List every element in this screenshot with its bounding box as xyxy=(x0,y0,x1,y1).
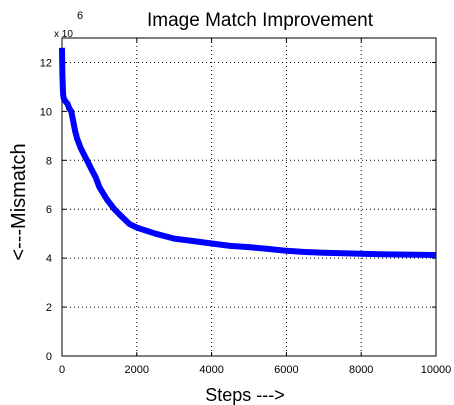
y-tick-label: 6 xyxy=(46,204,52,216)
x-tick-label: 10000 xyxy=(421,364,452,376)
x-tick-label: 8000 xyxy=(349,364,373,376)
mismatch-series-line xyxy=(59,47,437,258)
y-axis-label: <---Mismatch xyxy=(8,143,30,260)
axis-ticks xyxy=(61,38,437,357)
tick-labels: 0 2000 4000 6000 8000 10000 0 2 4 6 8 10 12 xyxy=(40,57,452,376)
y-tick-label: 0 xyxy=(46,351,52,363)
x-tick-label: 2000 xyxy=(125,364,149,376)
y-exponent: 6 xyxy=(77,10,83,22)
y-tick-label: 4 xyxy=(46,253,52,265)
x-tick-label: 4000 xyxy=(199,364,223,376)
chart-title: Image Match Improvement xyxy=(147,10,374,31)
y-tick-label: 2 xyxy=(46,302,52,314)
y-tick-label: 12 xyxy=(40,57,52,69)
x-tick-label: 6000 xyxy=(274,364,298,376)
y-tick-label: 10 xyxy=(40,106,52,118)
y-tick-label: 8 xyxy=(46,155,52,167)
y-exponent-prefix: x 10 xyxy=(54,29,73,40)
grid xyxy=(62,38,436,356)
data-series xyxy=(59,47,437,258)
x-axis-label: Steps ---> xyxy=(205,385,285,405)
x-tick-label: 0 xyxy=(59,364,65,376)
plot-area-frame xyxy=(61,37,437,357)
